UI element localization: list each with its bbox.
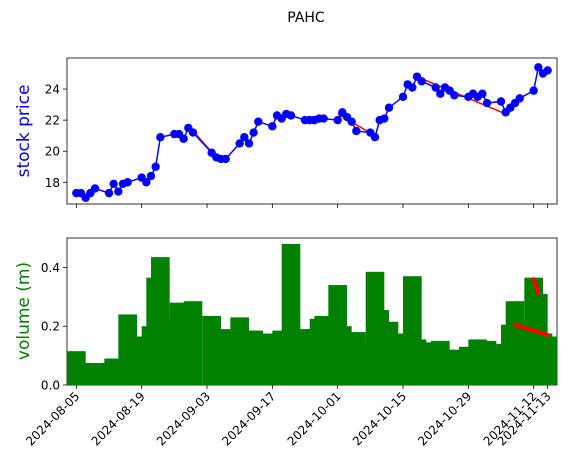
- price-point-11: [142, 178, 151, 187]
- chart-title: PAHC: [287, 10, 325, 26]
- volume-bar-33: [281, 243, 301, 385]
- volume-trend-line-1: [531, 277, 541, 296]
- volume-y-axis-label: volume (m): [14, 262, 34, 360]
- price-x-ticks: [75, 204, 549, 208]
- price-point-49: [398, 92, 408, 102]
- price-y-tick-label-1: 20: [45, 145, 60, 159]
- volume-bar-58: [445, 354, 464, 385]
- volume-y-ticks: 0.0 0.2 0.4: [41, 261, 67, 393]
- price-point-51: [408, 83, 417, 92]
- volume-bar-68: [510, 324, 529, 385]
- price-point-29: [268, 122, 277, 131]
- volume-y-tick-label-2: 0.4: [41, 261, 60, 275]
- volume-bars: [67, 243, 557, 385]
- price-point-9: [123, 178, 132, 187]
- price-point-55: [436, 89, 445, 98]
- price-point-28: [254, 117, 263, 126]
- price-point-14: [156, 133, 165, 142]
- price-panel: 18 20 22 24 stock price: [14, 57, 558, 208]
- price-y-tick-label-0: 18: [45, 176, 60, 190]
- price-point-43: [352, 126, 361, 136]
- price-point-39: [333, 115, 342, 125]
- price-y-axis-label: stock price: [14, 85, 34, 178]
- volume-bar-19: [183, 301, 203, 385]
- volume-bar-43: [347, 332, 366, 385]
- price-point-63: [482, 98, 492, 108]
- price-point-17: [179, 134, 188, 143]
- price-point-13: [151, 162, 160, 171]
- volume-bar-53: [412, 342, 431, 385]
- price-point-27: [249, 128, 258, 137]
- price-trend-line-2: [416, 75, 506, 115]
- price-point-38: [319, 114, 328, 123]
- volume-trend-line-0: [513, 322, 550, 338]
- price-point-42: [347, 117, 356, 126]
- price-points: [72, 63, 552, 202]
- volume-x-tick-label-0: 2024-08-05: [23, 389, 82, 448]
- price-point-58: [450, 91, 459, 100]
- volume-x-tick-label-1: 2024-08-19: [89, 389, 148, 448]
- volume-bar-38: [314, 315, 333, 385]
- price-point-70: [534, 63, 543, 72]
- price-point-33: [286, 111, 296, 120]
- price-point-48: [384, 103, 394, 112]
- price-point-24: [235, 139, 244, 148]
- volume-x-tick-label-6: 2024-10-29: [415, 389, 474, 448]
- volume-panel: 0.0 0.2 0.4 2024-08-05 2024-08-19 2024-09-03…: [14, 237, 558, 448]
- volume-y-tick-label-1: 0.2: [41, 320, 60, 334]
- price-plot-area: [66, 57, 558, 205]
- price-point-47: [380, 114, 389, 123]
- volume-bar-48: [379, 321, 399, 385]
- volume-bar-23: [216, 329, 235, 385]
- volume-bar-9: [118, 314, 137, 385]
- price-point-69: [529, 86, 538, 95]
- volume-x-tick-label-4: 2024-10-01: [285, 389, 344, 448]
- volume-x-tick-label-5: 2024-10-15: [350, 389, 409, 448]
- price-point-25: [240, 133, 249, 142]
- price-point-72: [543, 66, 552, 75]
- price-point-7: [114, 187, 123, 196]
- price-point-64: [496, 97, 506, 106]
- price-point-54: [431, 83, 440, 92]
- price-point-5: [104, 188, 114, 198]
- price-y-ticks: 18 20 22 24: [45, 83, 67, 190]
- volume-y-tick-label-0: 0.0: [41, 379, 60, 393]
- volume-x-tick-label-3: 2024-09-17: [219, 389, 278, 448]
- volume-bar-72: [538, 336, 557, 385]
- price-point-53: [417, 77, 426, 86]
- volume-bar-63: [477, 340, 497, 385]
- price-y-tick-label-2: 22: [45, 114, 60, 128]
- volume-bar-28: [249, 336, 268, 385]
- price-point-45: [370, 133, 380, 142]
- price-point-23: [221, 154, 230, 164]
- volume-x-tick-label-2: 2024-09-03: [154, 389, 213, 448]
- volume-bar-4: [85, 365, 105, 385]
- price-point-6: [109, 179, 118, 189]
- price-y-tick-label-3: 24: [45, 83, 60, 97]
- price-point-12: [146, 171, 156, 181]
- price-point-62: [478, 89, 487, 98]
- volume-x-ticks: 2024-08-05 2024-08-19 2024-09-03 2024-09-17…: [23, 385, 554, 448]
- price-point-68: [515, 94, 524, 103]
- price-point-19: [188, 128, 198, 137]
- volume-trend-lines: [513, 277, 550, 338]
- price-point-26: [244, 139, 254, 148]
- price-point-4: [90, 184, 100, 193]
- volume-bar-14: [151, 257, 170, 385]
